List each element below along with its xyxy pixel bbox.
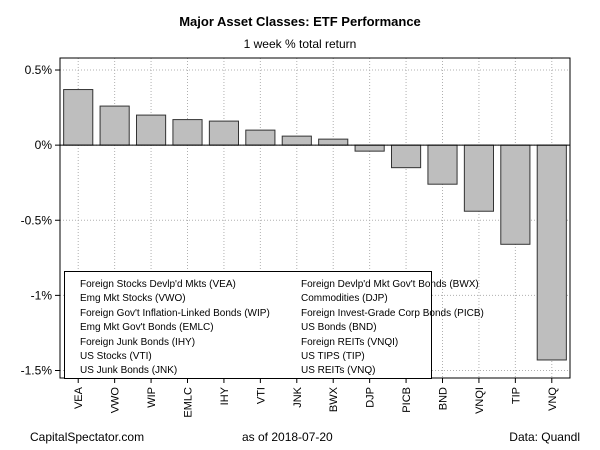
x-tick-label: VEA bbox=[73, 386, 85, 409]
legend-column-right: Foreign Devlp'd Mkt Gov't Bonds (BWX) Co… bbox=[301, 278, 484, 379]
footer-source-site: CapitalSpectator.com bbox=[30, 430, 145, 444]
bar bbox=[99, 105, 130, 146]
x-tick-label: BWX bbox=[328, 386, 340, 412]
bar bbox=[136, 114, 167, 146]
legend-entry: US Stocks (VTI) bbox=[80, 350, 152, 362]
bar bbox=[318, 138, 349, 146]
bar bbox=[427, 144, 458, 185]
legend-entry: Foreign Gov't Inflation-Linked Bonds (WI… bbox=[80, 307, 270, 319]
x-tick-label: BND bbox=[438, 387, 450, 410]
legend-entry: Foreign REITs (VNQI) bbox=[301, 336, 399, 348]
legend-entry: US REITs (VNQ) bbox=[301, 365, 376, 377]
chart-legend: Foreign Stocks Devlp'd Mkts (VEA) Emg Mk… bbox=[64, 271, 484, 379]
bar bbox=[63, 89, 94, 146]
legend-entry: Emg Mkt Stocks (VWO) bbox=[80, 293, 186, 305]
x-tick-label: PICB bbox=[401, 387, 413, 413]
bar bbox=[391, 144, 422, 169]
x-tick-label: VNQI bbox=[474, 387, 486, 414]
y-tick-label: -1% bbox=[31, 288, 53, 302]
bar bbox=[536, 144, 567, 361]
legend-column-left: Foreign Stocks Devlp'd Mkts (VEA) Emg Mk… bbox=[80, 278, 270, 379]
x-tick-label: WIP bbox=[146, 387, 158, 408]
bar bbox=[208, 120, 240, 146]
bar bbox=[463, 144, 495, 212]
bar bbox=[245, 129, 276, 146]
legend-entry: Foreign Stocks Devlp'd Mkts (VEA) bbox=[80, 279, 236, 290]
legend-entry: US Junk Bonds (JNK) bbox=[80, 365, 178, 377]
x-tick-label: JNK bbox=[292, 386, 304, 407]
y-tick-label: 0% bbox=[35, 138, 53, 152]
bar bbox=[172, 119, 203, 146]
bar bbox=[281, 135, 312, 146]
y-tick-label: -0.5% bbox=[21, 213, 53, 227]
y-tick-label: -1.5% bbox=[21, 363, 53, 377]
legend-entry: US Bonds (BND) bbox=[301, 322, 377, 334]
legend-entry: Commodities (DJP) bbox=[301, 293, 388, 305]
x-tick-label: EMLC bbox=[183, 387, 195, 418]
footer-data-credit: Data: Quandl bbox=[509, 430, 580, 444]
legend-entry: US TIPS (TIP) bbox=[301, 350, 365, 362]
legend-entry: Emg Mkt Gov't Bonds (EMLC) bbox=[80, 322, 214, 334]
legend-entry: Foreign Junk Bonds (IHY) bbox=[80, 336, 196, 348]
x-tick-label: VNQ bbox=[547, 387, 559, 411]
legend-entry: Foreign Devlp'd Mkt Gov't Bonds (BWX) bbox=[301, 279, 479, 290]
x-tick-label: TIP bbox=[510, 387, 522, 404]
y-tick-label: 0.5% bbox=[25, 63, 53, 77]
x-tick-label: DJP bbox=[365, 387, 377, 408]
x-tick-label: VTI bbox=[255, 387, 267, 404]
chart-subtitle: 1 week % total return bbox=[243, 37, 357, 51]
x-tick-label: IHY bbox=[219, 386, 231, 405]
x-tick-label: VWO bbox=[110, 387, 122, 414]
bar bbox=[354, 144, 385, 152]
legend-entry: Foreign Invest-Grade Corp Bonds (PICB) bbox=[301, 307, 484, 319]
chart-title: Major Asset Classes: ETF Performance bbox=[179, 14, 421, 29]
footer-date: as of 2018-07-20 bbox=[242, 430, 333, 444]
bar bbox=[500, 144, 531, 245]
